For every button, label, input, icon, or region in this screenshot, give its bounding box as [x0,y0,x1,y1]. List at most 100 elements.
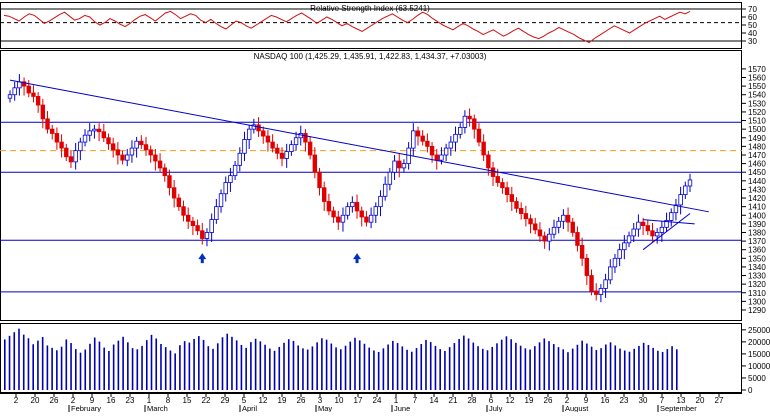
volume-bar [500,339,503,390]
price-tick-label: 1320 [748,280,766,289]
candle-body [547,233,552,242]
volume-bar [316,342,318,390]
candle-body [331,210,336,218]
volume-bar [448,347,451,390]
rsi-tick-label: 30 [748,37,757,46]
date-tick-label: 7 [660,396,665,405]
volume-bar [567,352,569,390]
volume-bar [581,340,583,390]
date-tick-label: 6 [489,396,494,405]
volume-bar [27,338,30,390]
candle-body [110,143,116,151]
candle-body [242,139,247,154]
candle-body [373,206,378,216]
date-tick-label: 15 [183,396,192,405]
candle-body [565,214,571,223]
volume-bar [552,344,555,390]
candle-body [303,133,308,143]
date-tick-label: 19 [278,396,287,405]
candle-body [237,152,242,166]
volume-bar [642,342,645,390]
date-tick-label: 26 [297,396,306,405]
volume-bar [330,343,333,390]
candle-body [472,118,477,130]
date-tick-label: 12 [259,396,268,405]
volume-bar [221,337,224,390]
volume-bar [661,351,664,390]
candle-body [654,232,660,237]
price-tick-label: 1360 [748,246,766,255]
volume-bar [22,334,25,390]
panel-frame [0,323,742,393]
candle-body [575,232,580,246]
candle-body [397,160,402,169]
date-tick-label: 23 [620,396,629,405]
panel-frame [0,2,742,49]
volume-bar [415,348,418,390]
candle-body [322,187,327,202]
price-tick-label: 1520 [748,108,766,117]
volume-bar [302,348,304,390]
candle-body [476,128,482,143]
month-label: July [489,404,503,412]
volume-bar [335,347,337,390]
candle-body [612,257,618,268]
candle-body [420,135,425,142]
candle-body [664,220,669,228]
candle-body [326,201,332,212]
price-trendline [9,79,709,213]
volume-bar [89,343,91,390]
volume-tick-label: 20000 [748,338,770,347]
volume-bar [164,347,167,390]
price-tick-label: 1450 [748,168,766,177]
volume-bar [571,348,574,390]
candle-body [195,225,200,232]
volume-bar [614,345,617,390]
date-tick-label: 22 [202,396,211,405]
volume-bar [633,348,636,390]
candle-body [533,223,538,231]
month-label: September [660,404,697,412]
volume-tick-label: 10000 [748,362,770,371]
candle-body [293,137,299,146]
candle-body [556,220,561,228]
candle-body [481,141,486,156]
volume-bar [486,350,489,390]
candle-body [354,201,360,212]
rsi-tick-label: 40 [748,29,757,38]
candle-body [214,206,219,220]
volume-bar [576,344,579,390]
price-tick-label: 1440 [748,177,766,186]
volume-bar [543,338,546,390]
volume-bar [647,344,650,390]
month-label: March [147,404,168,412]
candle-body [270,141,275,149]
date-tick-label: 14 [430,396,439,405]
volume-bar [623,350,626,390]
candle-body [106,137,111,145]
volume-bar [401,346,404,390]
candle-body [31,92,36,97]
candle-body [631,228,636,237]
candle-body [429,145,435,156]
candle-body [54,133,60,143]
volume-bar [216,343,219,390]
volume-bar [425,339,427,390]
candle-body [636,221,641,230]
volume-bar [292,340,295,390]
volume-bar [212,348,214,390]
price-tick-label: 1380 [748,228,766,237]
volume-bar [373,350,375,390]
price-tick-label: 1410 [748,203,766,212]
candle-body [26,85,31,94]
price-tick-label: 1300 [748,297,766,306]
candle-body [626,235,632,244]
date-tick-label: 1 [394,396,399,405]
volume-bar [65,339,68,390]
volume-bar [269,348,271,390]
volume-bar [183,341,186,390]
candle-body [561,214,566,222]
volume-bar [321,338,323,390]
